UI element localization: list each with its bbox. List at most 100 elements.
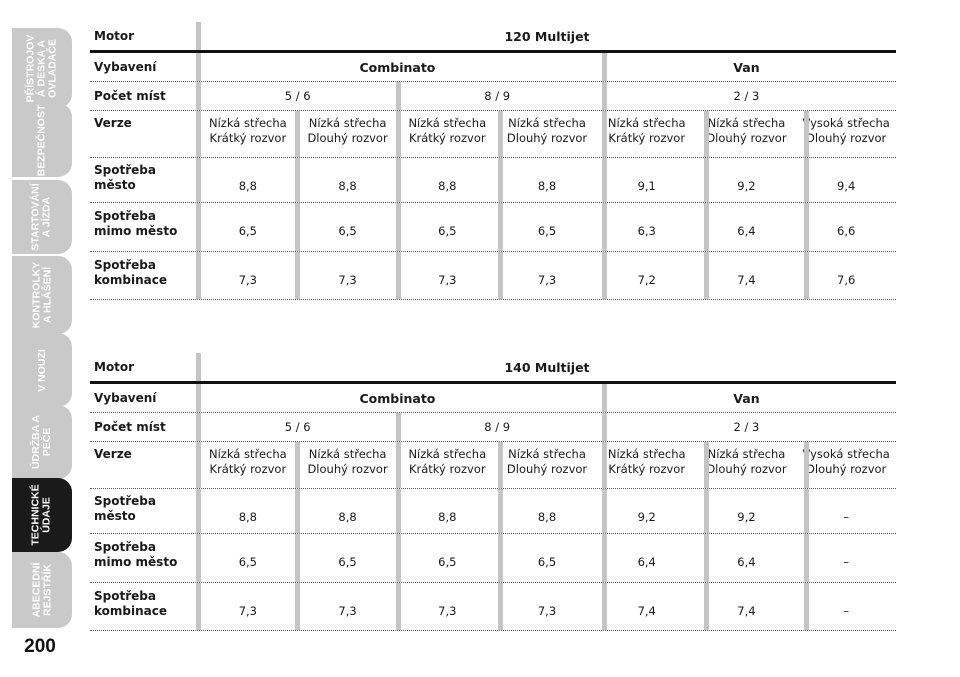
value-cell: 7,4 [737, 604, 756, 618]
engine-name: 140 Multijet [504, 359, 590, 375]
value-cell: 7,4 [737, 273, 756, 287]
value-cell: 6,5 [338, 224, 357, 238]
kombinace-row: Spotřeba kombinace 7,3 7,3 7,3 7,3 7,4 7… [90, 583, 896, 631]
kombinace-row: Spotřeba kombinace 7,3 7,3 7,3 7,3 7,2 7… [90, 252, 896, 300]
row-label: Verze [94, 116, 132, 130]
mimo-row: Spotřeba mimo město 6,5 6,5 6,5 6,5 6,4 … [90, 534, 896, 583]
motor-row: Motor 120 Multijet [90, 22, 896, 53]
value-cell: 6,5 [338, 555, 357, 569]
version-cell: Nízká střecha Dlouhý rozvor [307, 116, 388, 145]
tab-label: TECHNICKÉ ÚDAJE [30, 484, 54, 546]
tab-label: ABECEDNÍ REJSTŘÍK [30, 562, 53, 618]
value-cell: – [843, 604, 850, 618]
value-cell: 6,4 [737, 224, 756, 238]
value-cell: 6,6 [837, 224, 856, 238]
value-cell: 9,1 [637, 179, 656, 193]
spec-table-120-multijet: Motor 120 Multijet Vybavení Combinato Va… [90, 22, 896, 300]
version-cell: Nízká střecha Dlouhý rozvor [506, 116, 588, 145]
value-cell: – [843, 510, 850, 524]
row-label: Spotřeba město [94, 163, 156, 192]
value-cell: 6,5 [537, 224, 557, 238]
version-cell: Nízká střecha Dlouhý rozvor [706, 116, 787, 145]
mimo-row: Spotřeba mimo město 6,5 6,5 6,5 6,5 6,3 … [90, 203, 896, 252]
value-cell: 8,8 [238, 179, 257, 193]
value-cell: 6,5 [438, 555, 457, 569]
value-cell: 7,2 [637, 273, 656, 287]
equipment-cell: Combinato [359, 59, 436, 75]
value-cell: 6,5 [537, 555, 557, 569]
value-cell: 6,5 [438, 224, 457, 238]
tab-label: V NOUZI [35, 348, 48, 392]
version-cell: Nízká střecha Dlouhý rozvor [506, 447, 588, 476]
value-cell: 7,3 [238, 273, 257, 287]
row-label: Spotřeba kombinace [94, 589, 168, 618]
tab-abecedni-rejstrik[interactable]: ABECEDNÍ REJSTŘÍK [12, 552, 72, 628]
seats-cell: 2 / 3 [733, 419, 760, 434]
tab-v-nouzi[interactable]: V NOUZI [12, 333, 72, 407]
version-cell: Nízká střecha Dlouhý rozvor [307, 447, 388, 476]
seats-cell: 5 / 6 [284, 88, 311, 103]
seats-cell: 8 / 9 [484, 88, 511, 103]
row-label: Verze [94, 447, 132, 461]
value-cell: 9,4 [837, 179, 856, 193]
value-cell: 8,8 [438, 179, 457, 193]
tab-startovani[interactable]: STARTOVÁNÍ A JÍZDA [12, 180, 72, 254]
value-cell: 7,3 [338, 273, 357, 287]
version-cell: Vysoká střecha Dlouhý rozvor [802, 447, 890, 476]
version-cell: Nízká střecha Krátký rozvor [607, 447, 686, 476]
version-cell: Nízká střecha Krátký rozvor [209, 447, 287, 476]
verze-row: Verze Nízká střecha Krátký rozvor Nízká … [90, 442, 896, 489]
value-cell: 8,8 [238, 510, 257, 524]
value-cell: 9,2 [637, 510, 656, 524]
row-label: Spotřeba město [94, 494, 156, 523]
value-cell: 6,4 [737, 555, 756, 569]
value-cell: 6,3 [637, 224, 656, 238]
value-cell: – [843, 555, 850, 569]
spec-table-140-multijet: Motor 140 Multijet Vybavení Combinato Va… [90, 353, 896, 631]
value-cell: 7,6 [837, 273, 856, 287]
tab-label: ÚDRŽBA A PÉČE [30, 414, 53, 470]
value-cell: 7,3 [438, 273, 457, 287]
equipment-cell: Van [733, 390, 760, 406]
tab-label: STARTOVÁNÍ A JÍZDA [30, 183, 53, 251]
seats-cell: 2 / 3 [733, 88, 760, 103]
vybaveni-row: Vybavení Combinato Van [90, 384, 896, 413]
tab-bezpecnost[interactable]: BEZPEČNOST [12, 103, 72, 177]
mesto-row: Spotřeba město 8,8 8,8 8,8 8,8 9,2 9,2 – [90, 489, 896, 534]
tab-label: BEZPEČNOST [35, 104, 48, 176]
row-label: Počet míst [94, 419, 166, 434]
row-label: Vybavení [94, 59, 157, 74]
row-label: Spotřeba mimo město [94, 209, 178, 238]
value-cell: 9,2 [737, 510, 756, 524]
engine-name: 120 Multijet [504, 28, 590, 44]
value-cell: 8,8 [338, 179, 357, 193]
verze-row: Verze Nízká střecha Krátký rozvor Nízká … [90, 111, 896, 158]
value-cell: 7,3 [537, 604, 557, 618]
seats-cell: 8 / 9 [484, 419, 511, 434]
tab-pristrojova-deska[interactable]: PŘÍSTROJOV Á DESKA A OVLADAČE [12, 28, 72, 108]
tab-kontrolky[interactable]: KONTROLKY A HLÁŠENÍ [12, 256, 72, 334]
pocet-mist-row: Počet míst 5 / 6 8 / 9 2 / 3 [90, 413, 896, 442]
value-cell: 8,8 [537, 179, 557, 193]
value-cell: 9,2 [737, 179, 756, 193]
value-cell: 7,3 [338, 604, 357, 618]
equipment-cell: Combinato [359, 390, 436, 406]
row-label: Počet míst [94, 88, 166, 103]
seats-cell: 5 / 6 [284, 419, 311, 434]
tab-technicke-udaje[interactable]: TECHNICKÉ ÚDAJE [12, 478, 72, 552]
version-cell: Nízká střecha Krátký rozvor [408, 447, 487, 476]
pocet-mist-row: Počet míst 5 / 6 8 / 9 2 / 3 [90, 82, 896, 111]
version-cell: Nízká střecha Dlouhý rozvor [706, 447, 787, 476]
value-cell: 6,4 [637, 555, 656, 569]
equipment-cell: Van [733, 59, 760, 75]
value-cell: 8,8 [537, 510, 557, 524]
value-cell: 6,5 [238, 555, 257, 569]
version-cell: Nízká střecha Krátký rozvor [607, 116, 686, 145]
tab-label: KONTROLKY A HLÁŠENÍ [30, 261, 53, 329]
row-label: Spotřeba kombinace [94, 258, 168, 287]
value-cell: 8,8 [438, 510, 457, 524]
tab-udrzba[interactable]: ÚDRŽBA A PÉČE [12, 405, 72, 479]
row-label: Spotřeba mimo město [94, 540, 178, 569]
vybaveni-row: Vybavení Combinato Van [90, 53, 896, 82]
value-cell: 8,8 [338, 510, 357, 524]
